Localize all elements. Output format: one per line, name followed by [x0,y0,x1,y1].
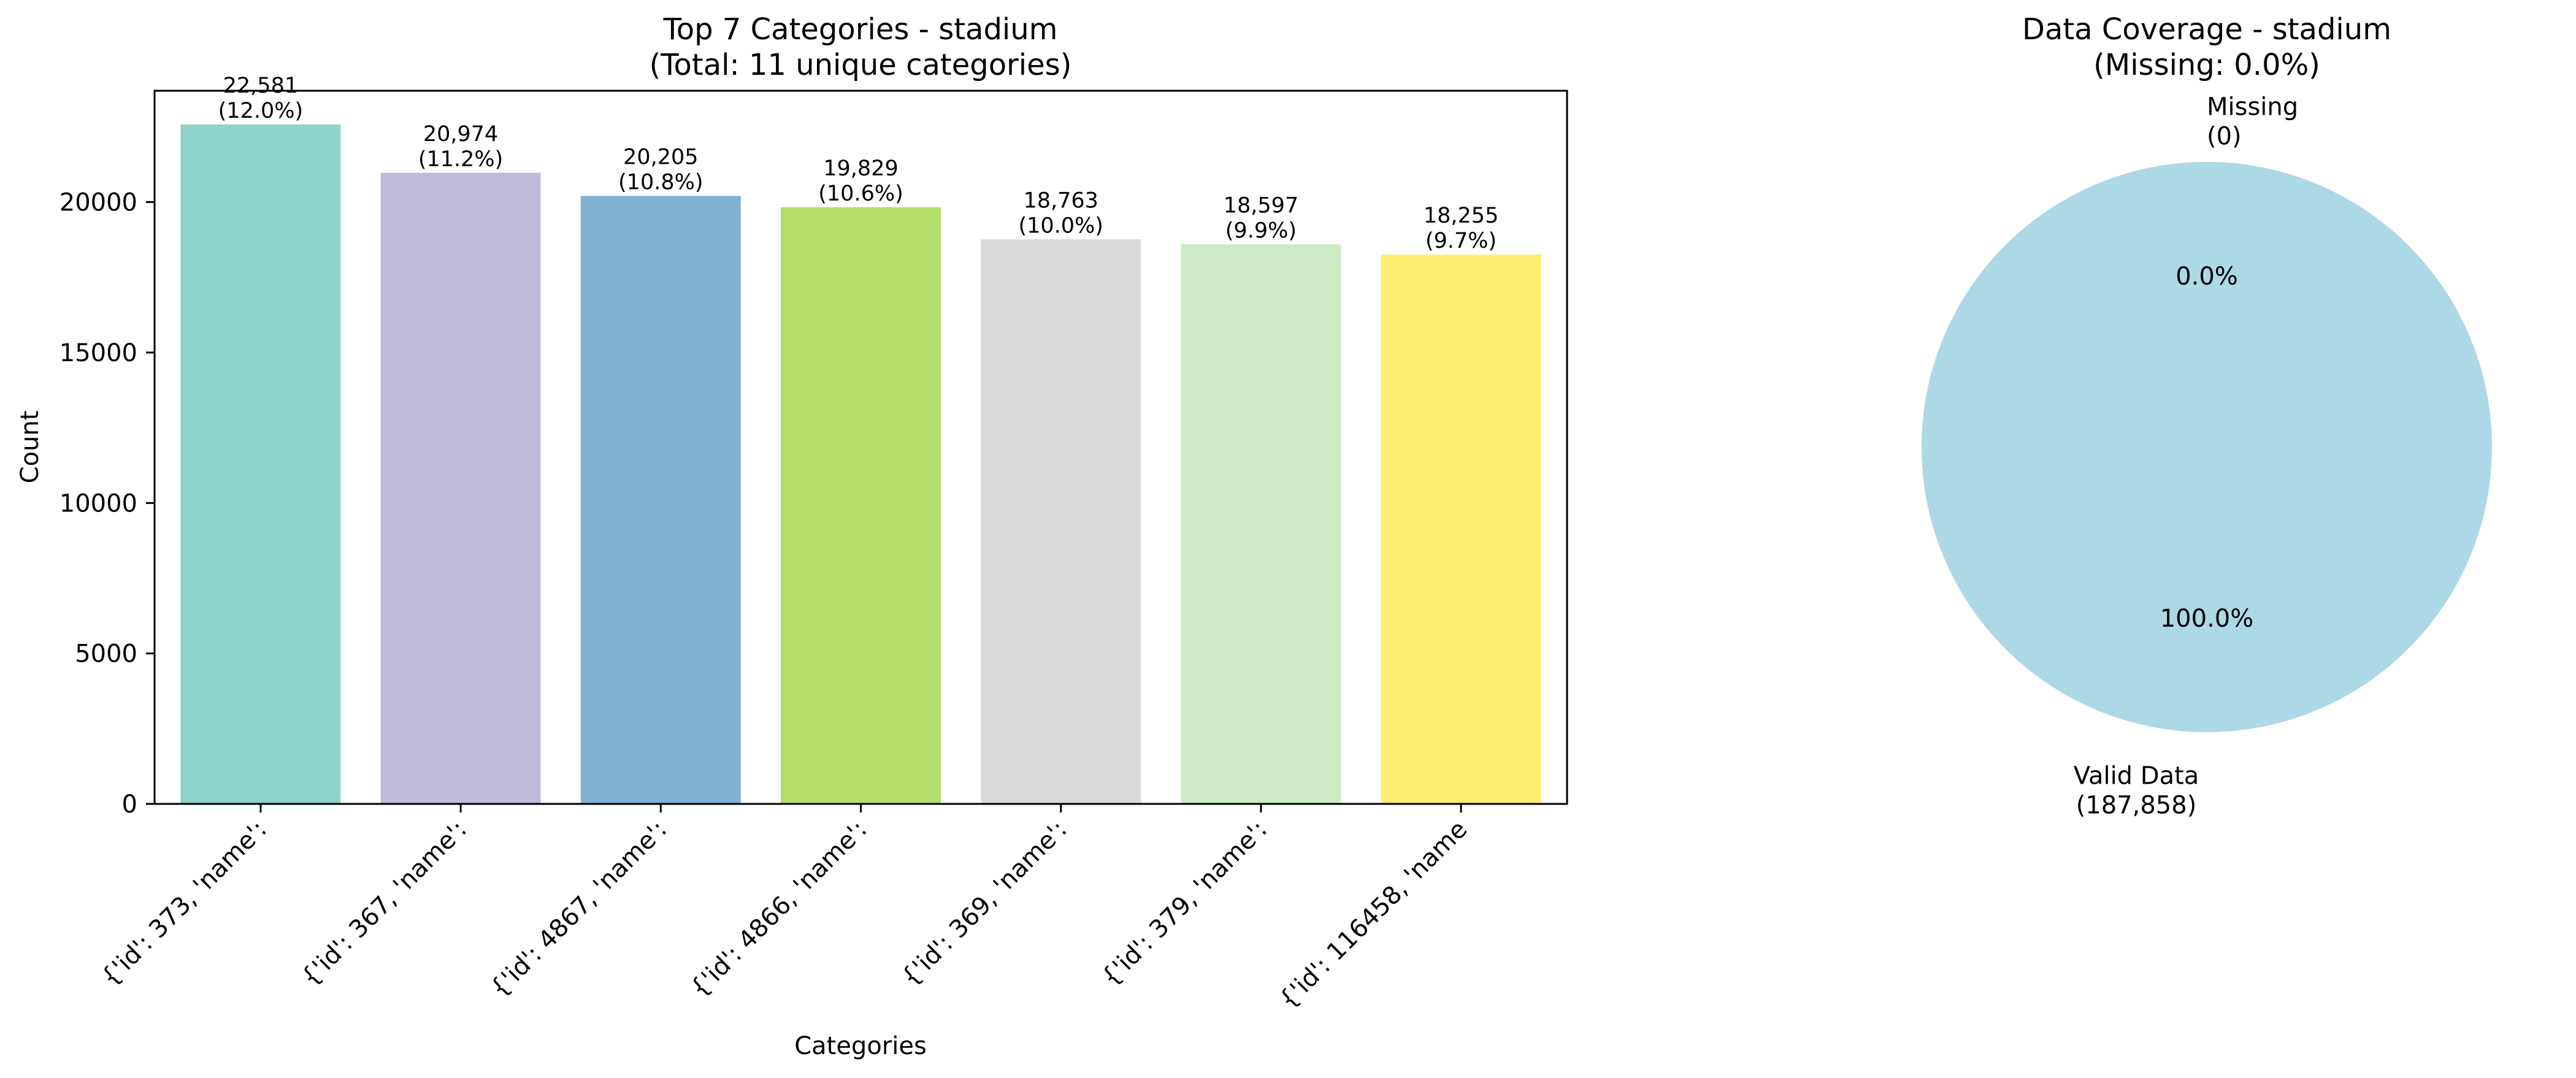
pie-slice-label: Valid Data [2074,762,2199,790]
bar [380,172,541,804]
bar-percent-label: (10.6%) [818,182,903,206]
bar-value-label: 18,255 [1424,204,1498,228]
pie-slice-count-label: (187,858) [2076,792,2197,820]
bar-value-labels: 22,581(12.0%) 20,974(11.2%) 20,205(10.8%) 1… [218,74,1499,253]
bar [1181,244,1341,804]
y-tick-label: 10000 [59,489,137,518]
bar-chart-panel: Top 7 Categories - stadium (Total: 11 un… [16,12,1568,1060]
pie-percent-label: 100.0% [2160,605,2254,633]
bar-chart-title-line2: (Total: 11 unique categories) [650,48,1072,82]
x-axis-ticks: {'id': 373, 'name': {'id': 367, 'name': {'… [96,804,1473,1014]
pie-chart-panel: Data Coverage - stadium (Missing: 0.0%) … [1922,12,2492,820]
bar-percent-label: (11.2%) [418,147,504,172]
bar [781,207,941,804]
bar [580,196,741,804]
bar-chart-title-line1: Top 7 Categories - stadium [663,12,1058,47]
x-tick-label: {'id': 4866, 'name': [685,816,873,1003]
bar-value-label: 18,597 [1224,193,1298,218]
y-axis-ticks: 0 5000 10000 15000 20000 [59,189,155,819]
pie-slice [1922,162,2492,732]
bar-percent-label: (9.7%) [1425,229,1497,253]
x-axis-label: Categories [794,1032,927,1060]
x-tick-label: {'id': 373, 'name': [96,816,272,992]
pie-percent-label: 0.0% [2175,262,2238,291]
bar-percent-label: (10.8%) [618,170,703,195]
pie-slice-label: Missing [2207,93,2298,121]
bar-value-label: 20,205 [623,145,698,170]
y-tick-label: 15000 [59,339,137,367]
pie-chart-title-line1: Data Coverage - stadium [2022,12,2391,47]
y-tick-label: 5000 [75,640,137,668]
x-tick-label: {'id': 116458, 'name [1274,816,1473,1014]
bar-percent-label: (10.0%) [1018,213,1103,238]
bar-value-label: 19,829 [823,156,898,181]
pie-slices [1922,162,2492,732]
bar-value-label: 18,763 [1023,188,1098,213]
y-tick-label: 0 [122,790,137,819]
pie-chart-title-line2: (Missing: 0.0%) [2093,48,2320,82]
bar-percent-label: (12.0%) [218,99,304,123]
pie-slice-count-label: (0) [2207,123,2242,151]
bar-value-label: 22,581 [223,74,298,98]
bar [1381,254,1541,804]
bar [180,124,341,805]
pie-labels: 0.0% Missing(0) 100.0% Valid Data(187,858) [2074,93,2298,820]
x-tick-label: {'id': 367, 'name': [296,816,472,992]
x-tick-label: {'id': 4867, 'name': [485,816,673,1003]
y-axis-label: Count [16,411,44,484]
bar-percent-label: (9.9%) [1225,218,1297,243]
plot-area-frame [153,90,1568,805]
y-tick-label: 20000 [59,189,137,217]
x-tick-label: {'id': 369, 'name': [896,816,1073,992]
bar [981,239,1141,805]
bar-marks [180,124,1541,805]
x-tick-label: {'id': 379, 'name': [1096,816,1273,992]
bar-value-label: 20,974 [423,122,498,147]
